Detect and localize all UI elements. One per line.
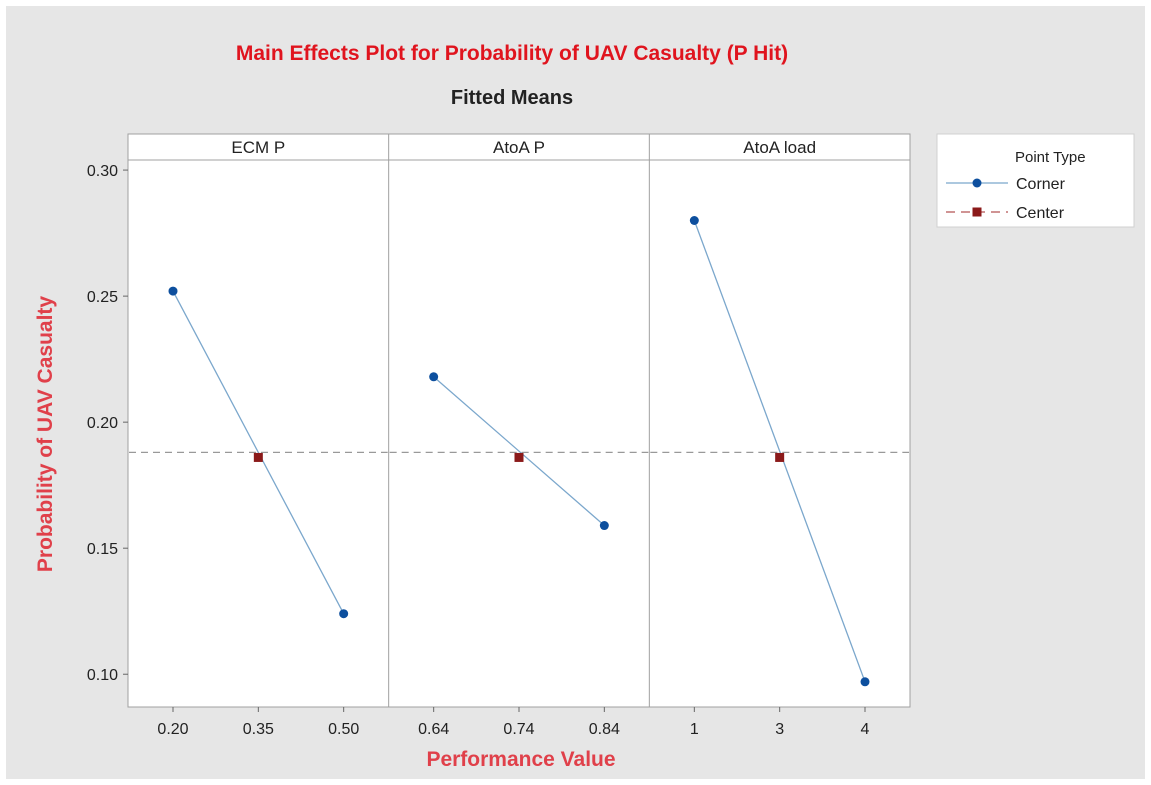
corner-point (429, 372, 439, 382)
chart-frame: Main Effects Plot for Probability of UAV… (6, 6, 1145, 779)
legend-title: Point Type (1015, 149, 1086, 166)
chart-title: Main Effects Plot for Probability of UAV… (236, 42, 788, 65)
center-point (253, 452, 263, 462)
x-tick-label: 0.20 (157, 721, 188, 738)
corner-point (689, 215, 699, 225)
corner-series-line (172, 290, 345, 615)
main-effects-chart: Main Effects Plot for Probability of UAV… (34, 42, 1135, 771)
y-tick-label: 0.10 (87, 667, 118, 684)
x-tick-label: 0.35 (243, 721, 274, 738)
corner-point (860, 677, 870, 687)
x-tick-label: 3 (775, 721, 784, 738)
legend-entry-label: Corner (1016, 176, 1066, 193)
chart-subtitle: Fitted Means (451, 87, 573, 109)
y-tick-label: 0.30 (87, 163, 118, 180)
x-tick-label: 4 (861, 721, 870, 738)
panel-title: ECM P (231, 138, 285, 157)
panel-title: AtoA load (743, 138, 816, 157)
corner-series-line (433, 376, 605, 526)
legend-entry-label: Center (1016, 205, 1065, 222)
x-tick-label: 0.84 (589, 721, 620, 738)
x-tick-label: 0.50 (328, 721, 359, 738)
corner-series-line (693, 220, 866, 683)
y-tick-label: 0.25 (87, 289, 118, 306)
x-tick-label: 0.74 (503, 721, 534, 738)
plot-area (127, 133, 911, 708)
x-tick-label: 1 (690, 721, 699, 738)
legend-marker-square (972, 207, 982, 217)
legend-marker-circle (972, 178, 982, 188)
corner-point (168, 286, 178, 296)
y-tick-label: 0.20 (87, 415, 118, 432)
x-tick-label: 0.64 (418, 721, 449, 738)
panel-title: AtoA P (493, 138, 545, 157)
center-point (514, 452, 524, 462)
x-axis-label: Performance Value (426, 748, 615, 771)
y-axis-label: Probability of UAV Casualty (34, 296, 57, 572)
y-tick-label: 0.15 (87, 541, 118, 558)
center-point (775, 452, 785, 462)
corner-point (339, 609, 349, 619)
corner-point (599, 521, 609, 531)
